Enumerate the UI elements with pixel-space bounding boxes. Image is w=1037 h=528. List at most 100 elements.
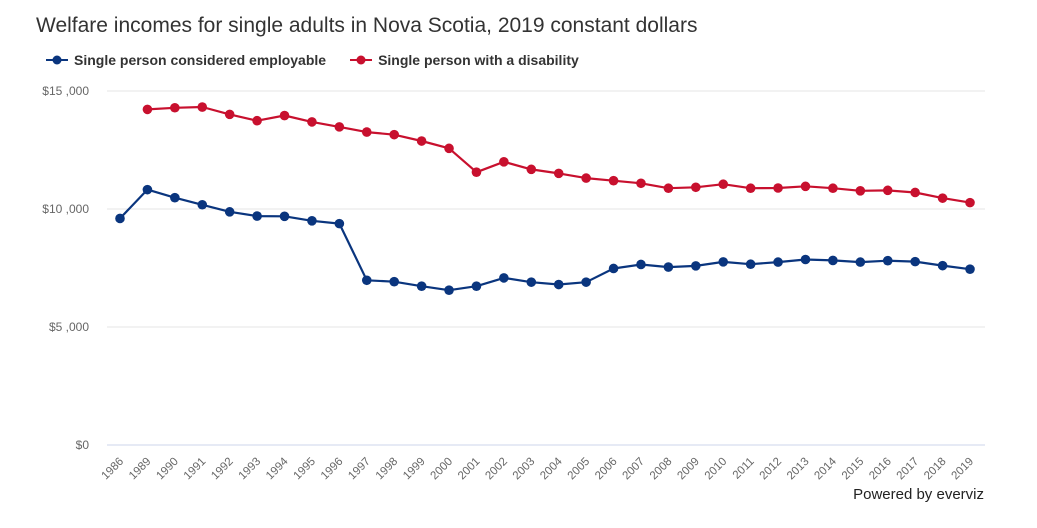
data-point[interactable]	[279, 211, 290, 222]
x-tick-label: 1999	[401, 456, 428, 483]
data-point[interactable]	[855, 257, 866, 267]
x-tick-label: 2008	[648, 456, 675, 483]
x-tick-label: 1992	[209, 456, 236, 483]
data-point[interactable]	[416, 136, 427, 146]
data-point[interactable]	[800, 181, 811, 192]
grid-layer	[107, 90, 985, 446]
data-point[interactable]	[334, 122, 345, 132]
x-tick-label: 1997	[346, 456, 373, 483]
data-point[interactable]	[608, 175, 619, 186]
data-point[interactable]	[882, 255, 893, 266]
data-point[interactable]	[252, 115, 262, 126]
data-point[interactable]	[307, 216, 317, 226]
chart-legend: Single person considered employable Sing…	[46, 52, 579, 68]
data-point[interactable]	[910, 187, 920, 198]
data-point[interactable]	[252, 211, 262, 221]
data-point[interactable]	[142, 104, 153, 115]
data-point[interactable]	[526, 277, 537, 287]
x-tick-label: 2011	[731, 456, 757, 482]
data-point[interactable]	[526, 164, 537, 175]
series-layer	[115, 102, 975, 295]
series-1	[142, 102, 975, 208]
data-point[interactable]	[663, 183, 674, 194]
data-point[interactable]	[361, 127, 372, 137]
data-point[interactable]	[581, 277, 591, 287]
data-point[interactable]	[773, 183, 783, 193]
y-tick-label: $10 ,000	[42, 202, 89, 216]
data-point[interactable]	[499, 157, 509, 167]
data-point[interactable]	[608, 263, 619, 274]
series-line	[118, 188, 972, 292]
data-point[interactable]	[170, 102, 180, 113]
x-tick-label: 1998	[374, 456, 401, 483]
x-tick-label: 2018	[922, 456, 949, 483]
data-point[interactable]	[663, 262, 674, 272]
data-point[interactable]	[965, 264, 975, 274]
series-line	[146, 105, 972, 204]
data-point[interactable]	[197, 102, 208, 112]
data-point[interactable]	[444, 143, 454, 154]
data-point[interactable]	[279, 110, 290, 121]
data-point[interactable]	[937, 193, 948, 203]
data-point[interactable]	[499, 273, 509, 283]
legend-item-employable[interactable]: Single person considered employable	[46, 52, 326, 68]
data-point[interactable]	[416, 281, 427, 291]
data-point[interactable]	[800, 254, 811, 265]
data-point[interactable]	[718, 257, 729, 267]
data-point[interactable]	[882, 185, 893, 196]
data-point[interactable]	[581, 173, 591, 183]
data-point[interactable]	[828, 255, 838, 266]
data-point[interactable]	[773, 257, 783, 267]
y-tick-label: $15 ,000	[42, 84, 89, 98]
data-point[interactable]	[142, 184, 153, 195]
y-axis-ticks: $0 $5 ,000 $10 ,000 $15 ,000	[42, 84, 89, 452]
data-point[interactable]	[855, 186, 866, 196]
data-point[interactable]	[745, 183, 756, 194]
data-point[interactable]	[828, 183, 838, 194]
y-tick-label: $5 ,000	[49, 320, 89, 334]
x-tick-label: 2003	[511, 456, 538, 483]
data-point[interactable]	[553, 279, 564, 290]
x-tick-label: 2014	[812, 455, 839, 482]
credit-link[interactable]: Powered by everviz	[853, 486, 984, 503]
x-tick-label: 2013	[785, 456, 812, 483]
data-point[interactable]	[197, 199, 208, 210]
data-point[interactable]	[224, 207, 235, 217]
data-point[interactable]	[910, 256, 920, 267]
data-point[interactable]	[389, 129, 399, 140]
legend-item-disability[interactable]: Single person with a disability	[350, 52, 579, 68]
x-tick-label: 1991	[182, 456, 209, 483]
data-point[interactable]	[170, 192, 180, 203]
legend-marker-employable	[46, 55, 68, 65]
data-point[interactable]	[471, 167, 482, 177]
data-point[interactable]	[553, 168, 564, 179]
data-point[interactable]	[937, 260, 948, 271]
series-0	[115, 184, 975, 295]
data-point[interactable]	[115, 213, 125, 224]
data-point[interactable]	[718, 179, 729, 190]
data-point[interactable]	[636, 259, 646, 270]
data-point[interactable]	[224, 109, 235, 120]
data-point[interactable]	[334, 218, 345, 229]
data-point[interactable]	[444, 285, 454, 295]
data-point[interactable]	[636, 178, 646, 189]
data-point[interactable]	[389, 276, 399, 287]
x-tick-label: 1993	[237, 456, 264, 483]
x-tick-label: 1986	[100, 456, 127, 483]
data-point[interactable]	[745, 259, 756, 270]
x-tick-label: 2001	[456, 456, 483, 483]
data-point[interactable]	[691, 261, 701, 271]
legend-label-employable: Single person considered employable	[74, 52, 327, 68]
x-tick-label: 1989	[127, 456, 154, 483]
data-point[interactable]	[691, 182, 701, 193]
data-point[interactable]	[307, 117, 317, 127]
x-tick-label: 2002	[483, 456, 510, 483]
x-tick-label: 2015	[840, 456, 867, 483]
x-tick-label: 2010	[703, 456, 730, 483]
data-point[interactable]	[965, 197, 975, 208]
data-point[interactable]	[361, 275, 372, 286]
x-tick-label: 1995	[291, 456, 318, 483]
data-point[interactable]	[471, 281, 482, 291]
x-tick-label: 1994	[264, 455, 291, 482]
